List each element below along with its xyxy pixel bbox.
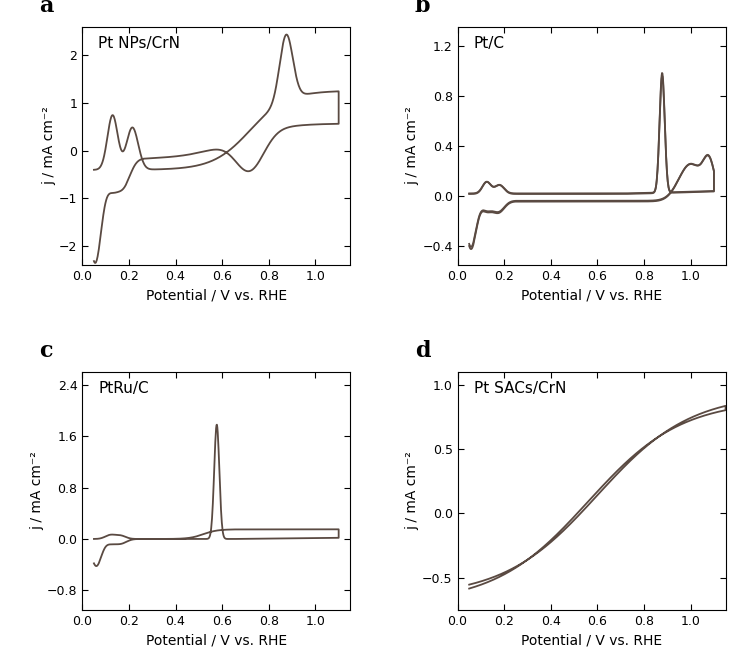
- Text: Pt NPs/CrN: Pt NPs/CrN: [98, 36, 180, 52]
- X-axis label: Potential / V vs. RHE: Potential / V vs. RHE: [521, 288, 662, 302]
- Y-axis label: j / mA cm⁻²: j / mA cm⁻²: [405, 107, 420, 185]
- Text: b: b: [414, 0, 430, 17]
- Text: PtRu/C: PtRu/C: [98, 381, 149, 396]
- X-axis label: Potential / V vs. RHE: Potential / V vs. RHE: [521, 633, 662, 647]
- Y-axis label: j / mA cm⁻²: j / mA cm⁻²: [43, 107, 56, 185]
- Text: Pt/C: Pt/C: [473, 36, 505, 52]
- Text: d: d: [414, 340, 430, 362]
- Text: c: c: [40, 340, 53, 362]
- Text: a: a: [40, 0, 54, 17]
- Text: Pt SACs/CrN: Pt SACs/CrN: [473, 381, 566, 396]
- X-axis label: Potential / V vs. RHE: Potential / V vs. RHE: [146, 633, 287, 647]
- X-axis label: Potential / V vs. RHE: Potential / V vs. RHE: [146, 288, 287, 302]
- Y-axis label: j / mA cm⁻²: j / mA cm⁻²: [30, 452, 44, 530]
- Y-axis label: j / mA cm⁻²: j / mA cm⁻²: [405, 452, 420, 530]
